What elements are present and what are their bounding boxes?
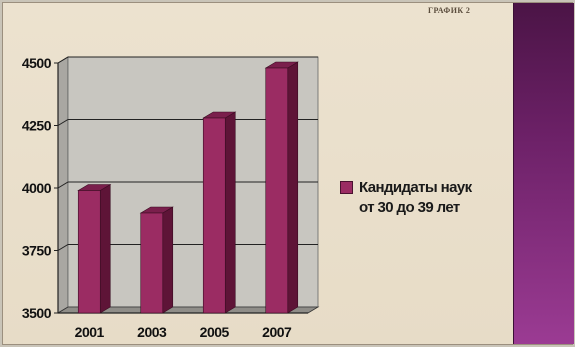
legend-label: Кандидаты наук от 30 до 39 лет bbox=[359, 179, 472, 216]
legend-swatch bbox=[340, 181, 353, 194]
x-tick-label: 2005 bbox=[200, 324, 230, 340]
gridline bbox=[57, 56, 318, 64]
bar bbox=[265, 67, 289, 314]
y-tick-label: 3750 bbox=[22, 243, 52, 259]
bar bbox=[77, 190, 101, 314]
chart-legend: Кандидаты наук от 30 до 39 лет bbox=[340, 178, 472, 218]
chart-title: ГРАФИК 2 bbox=[428, 6, 471, 15]
bar-side bbox=[287, 61, 299, 314]
x-tick-label: 2001 bbox=[75, 324, 105, 340]
x-tick-label: 2007 bbox=[262, 324, 292, 340]
y-tick-label: 3500 bbox=[22, 305, 52, 321]
decorative-gradient-panel bbox=[513, 3, 574, 344]
bar-side bbox=[224, 111, 236, 314]
bar-side bbox=[99, 183, 111, 314]
bar-side bbox=[162, 206, 174, 314]
x-tick-label: 2003 bbox=[137, 324, 167, 340]
y-tick-label: 4250 bbox=[22, 118, 52, 134]
y-tick-label: 4500 bbox=[22, 55, 52, 71]
bar bbox=[140, 212, 164, 314]
y-tick-label: 4000 bbox=[22, 180, 52, 196]
bar bbox=[202, 117, 226, 314]
